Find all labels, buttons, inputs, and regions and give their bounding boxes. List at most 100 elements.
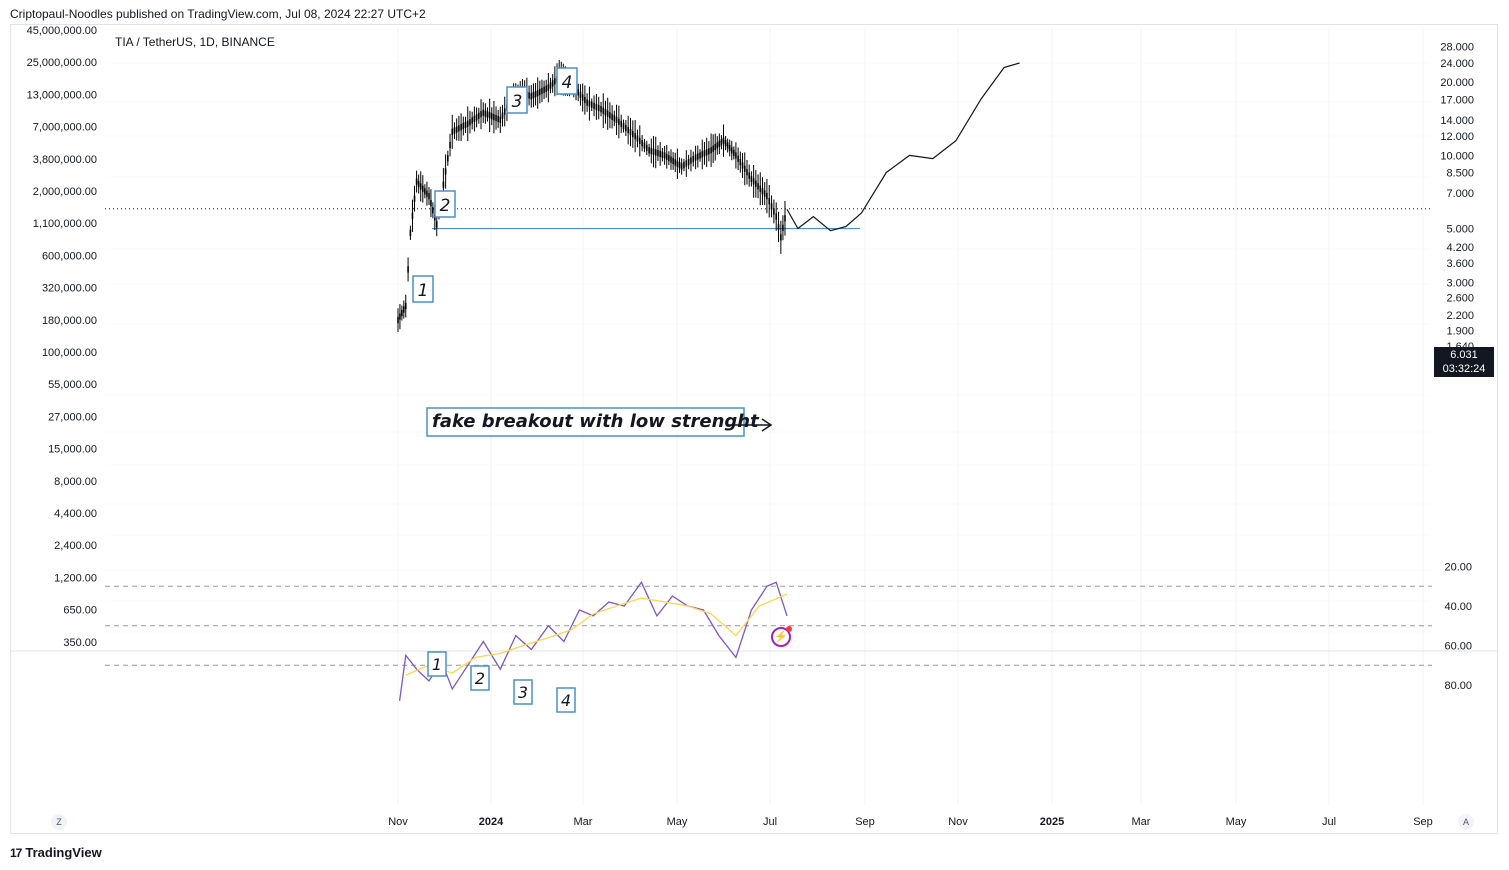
left-axis-tick: 350.00 (63, 637, 97, 649)
price-candle-body (763, 190, 766, 197)
price-candle-body (480, 111, 482, 118)
price-candle-body (551, 80, 554, 87)
left-axis-tick: 13,000,000.00 (27, 89, 97, 101)
price-candle-body (447, 155, 449, 162)
price-candle-body (478, 112, 480, 119)
price-candle-body (606, 110, 609, 117)
price-candle-body (417, 180, 420, 188)
price-candle-body (473, 115, 476, 123)
left-axis-tick: 2,400.00 (54, 540, 97, 552)
price-candle-body (482, 109, 485, 116)
price-candle-body (501, 112, 504, 119)
price-candle-body (741, 162, 744, 169)
price-candle-body (411, 212, 414, 219)
right-axis-tick: 12.000 (1440, 131, 1474, 143)
price-candle-body (453, 127, 456, 134)
price-candle-body (683, 161, 685, 169)
price-candle-body (784, 215, 786, 222)
price-candle-body (435, 221, 438, 228)
price-candle-body (401, 309, 403, 317)
price-candle-body (639, 137, 641, 144)
price-candle-body (641, 140, 643, 147)
price-candle-body (650, 147, 653, 155)
right-axis-tick: 17.000 (1440, 94, 1474, 106)
wave-label: 4 (562, 73, 573, 93)
wave-label: 2 (440, 196, 451, 216)
price-candle-body (645, 144, 648, 152)
price-candle-body (735, 152, 737, 159)
price-candle-body (549, 82, 552, 89)
price-candle-body (759, 185, 762, 192)
price-candle-body (534, 91, 537, 98)
price-candle-body (581, 94, 584, 101)
price-candle-body (475, 114, 478, 121)
price-candle-body (627, 126, 629, 134)
price-candle-body (737, 155, 739, 162)
price-candle-body (722, 137, 725, 144)
price-candle-body (488, 112, 491, 119)
price-candle-body (730, 147, 733, 154)
price-candle-body (739, 159, 742, 166)
price-candle-body (652, 148, 655, 155)
price-candle-body (724, 139, 727, 147)
publisher-line: Criptopaul-Noodles published on TradingV… (10, 7, 426, 21)
price-candle-body (579, 91, 582, 99)
right-axis-tick: 2.200 (1446, 310, 1474, 322)
x-axis-tick: May (1226, 816, 1247, 828)
left-axis-tick: 4,400.00 (54, 508, 97, 520)
price-candle-body (613, 115, 616, 122)
price-candle-body (528, 92, 530, 99)
wave-label-box (506, 86, 528, 114)
right-axis-tick: 4.200 (1446, 242, 1474, 254)
price-candle-body (449, 141, 451, 149)
left-axis-tick: 180,000.00 (42, 315, 97, 327)
price-candle-body (530, 93, 533, 100)
x-axis-tick: Mar (574, 816, 593, 828)
wave-label: 3 (512, 92, 523, 112)
price-candle-body (728, 144, 731, 152)
symbol-title[interactable]: TIA / TetherUS, 1D, BINANCE (115, 35, 275, 49)
price-candle-body (543, 86, 545, 93)
price-candle-body (532, 92, 535, 99)
wave-label-box (434, 190, 456, 218)
price-candle-body (648, 147, 650, 154)
price-candle-body (432, 207, 434, 214)
price-candle-body (407, 266, 409, 273)
price-candle-body (663, 152, 666, 159)
price-candle-body (674, 159, 677, 166)
price-candle-body (593, 102, 595, 109)
price-candle-body (697, 153, 699, 160)
price-candle-body (600, 106, 602, 113)
price-candle-body (419, 183, 422, 190)
price-candle-body (611, 113, 613, 120)
price-candle-body (604, 109, 607, 116)
rsi-wave-label-box (513, 679, 533, 705)
price-candle-body (720, 139, 723, 146)
price-candle-body (451, 128, 454, 135)
timezone-z-button[interactable]: Z (51, 814, 67, 830)
price-candle-body (497, 115, 499, 123)
right-axis-tick: 24.000 (1440, 58, 1474, 70)
auto-scale-a-button[interactable]: A (1458, 814, 1474, 830)
price-candle-body (397, 316, 399, 324)
price-candle-body (710, 147, 712, 154)
x-axis-tick: 2025 (1040, 816, 1064, 828)
x-axis-tick: Sep (1413, 816, 1433, 828)
flash-icon[interactable]: ⚡ (771, 626, 792, 647)
price-candle-body (687, 158, 690, 166)
price-candle-body (464, 121, 467, 128)
rsi-axis-tick: 60.00 (1444, 641, 1472, 653)
rsi-wave-label-box (556, 687, 576, 713)
last-price-label: 6.031 03:32:24 (1434, 347, 1494, 377)
price-candle-body (615, 116, 618, 124)
left-axis-tick: 55,000.00 (48, 379, 97, 391)
price-candle-body (428, 192, 430, 200)
price-candle-body (399, 313, 401, 320)
price-candle-body (413, 195, 416, 202)
right-axis-tick: 3.000 (1446, 277, 1474, 289)
price-candle-body (632, 130, 634, 138)
left-axis-tick: 600,000.00 (42, 250, 97, 262)
price-candle-body (629, 128, 632, 136)
price-candle-body (584, 96, 586, 104)
